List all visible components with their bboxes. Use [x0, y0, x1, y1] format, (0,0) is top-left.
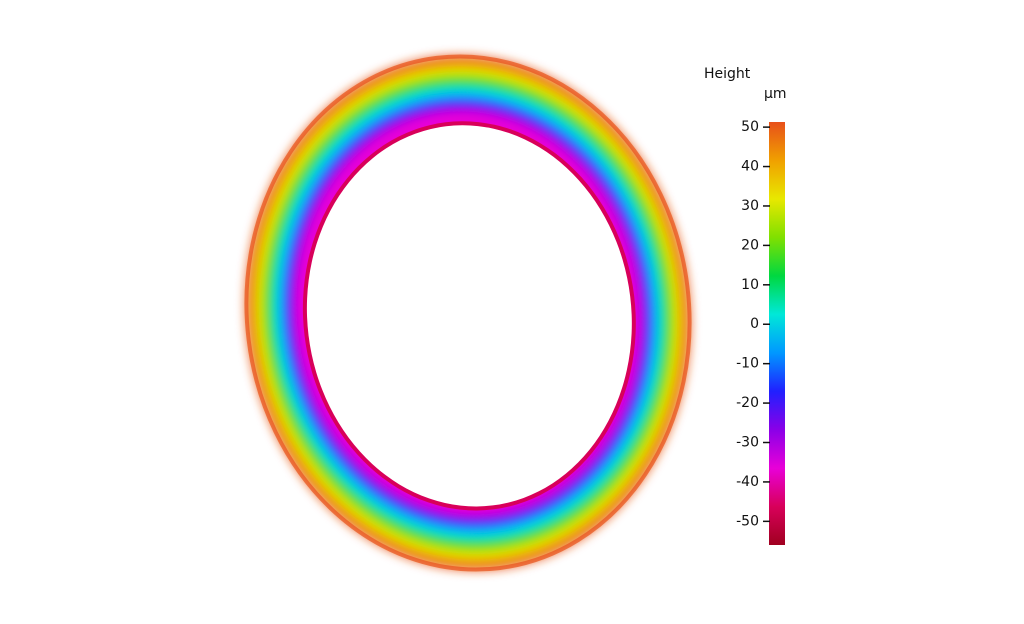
colorbar-title: Height — [704, 66, 751, 82]
ring-edge — [244, 54, 692, 572]
tick-label: 20 — [741, 237, 759, 253]
tick-label: 10 — [741, 277, 759, 293]
tick-label: -40 — [736, 474, 759, 490]
tick-label: -50 — [736, 513, 759, 529]
colorbar — [769, 122, 785, 545]
tick-label: 0 — [750, 316, 759, 332]
tick-label: 40 — [741, 159, 759, 175]
tick-label: -10 — [736, 356, 759, 372]
tick-label: 50 — [741, 119, 759, 135]
tick-label: -30 — [736, 435, 759, 451]
tick-label: -20 — [736, 395, 759, 411]
tick-label: 30 — [741, 198, 759, 214]
height-map — [244, 54, 692, 572]
ring-hole — [306, 125, 632, 507]
colorbar-unit: µm — [764, 86, 787, 102]
